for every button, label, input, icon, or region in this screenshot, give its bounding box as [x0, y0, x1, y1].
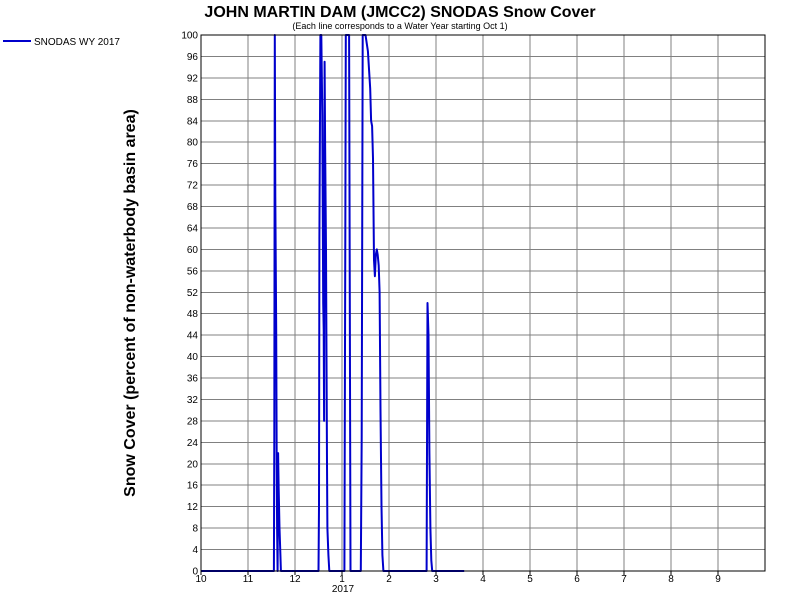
x-tick-label: 8	[668, 574, 674, 585]
y-tick-label: 16	[187, 481, 199, 492]
y-axis-label: Snow Cover (percent of non-waterbody bas…	[122, 109, 139, 497]
x-tick-label: 1	[339, 574, 345, 585]
y-tick-label: 44	[187, 331, 199, 342]
y-tick-label: 88	[187, 95, 199, 106]
x-tick-label: 5	[527, 574, 533, 585]
y-tick-label: 64	[187, 223, 199, 234]
y-tick-label: 72	[187, 181, 199, 192]
x-tick-label: 9	[715, 574, 721, 585]
x-tick-label: 6	[574, 574, 580, 585]
y-tick-label: 48	[187, 309, 199, 320]
chart-subtitle: (Each line corresponds to a Water Year s…	[292, 21, 507, 31]
y-tick-label: 56	[187, 266, 199, 277]
y-tick-label: 76	[187, 159, 199, 170]
y-tick-label: 40	[187, 352, 199, 363]
y-tick-label: 100	[181, 31, 198, 42]
y-tick-label: 68	[187, 202, 199, 213]
year-label: 2017	[332, 584, 355, 595]
x-tick-label: 7	[621, 574, 627, 585]
y-tick-label: 12	[187, 502, 199, 513]
chart-title: JOHN MARTIN DAM (JMCC2) SNODAS Snow Cove…	[204, 4, 595, 21]
y-tick-label: 4	[192, 545, 198, 556]
x-tick-label: 2	[386, 574, 392, 585]
plot-frame	[200, 34, 766, 572]
grid-lines	[201, 34, 765, 572]
y-tick-label: 84	[187, 116, 199, 127]
y-tick-label: 96	[187, 52, 199, 63]
x-tick-label: 3	[433, 574, 439, 585]
x-tick-label: 4	[480, 574, 486, 585]
y-tick-label: 24	[187, 438, 199, 449]
y-tick-label: 36	[187, 374, 199, 385]
y-tick-label: 8	[192, 524, 198, 535]
y-tick-label: 20	[187, 459, 199, 470]
tick-labels: 0481216202428323640444852566064687276808…	[181, 31, 721, 586]
axes	[200, 34, 766, 575]
legend-label: SNODAS WY 2017	[34, 37, 120, 48]
y-tick-label: 60	[187, 245, 199, 256]
x-tick-label: 10	[195, 574, 207, 585]
y-tick-label: 28	[187, 416, 199, 427]
y-tick-label: 0	[192, 567, 198, 578]
x-tick-label: 11	[243, 574, 254, 585]
y-tick-label: 92	[187, 73, 199, 84]
y-tick-label: 52	[187, 288, 199, 299]
y-tick-label: 32	[187, 395, 199, 406]
legend: SNODAS WY 2017	[3, 37, 120, 48]
x-tick-label: 12	[289, 574, 301, 585]
y-tick-label: 80	[187, 138, 199, 149]
